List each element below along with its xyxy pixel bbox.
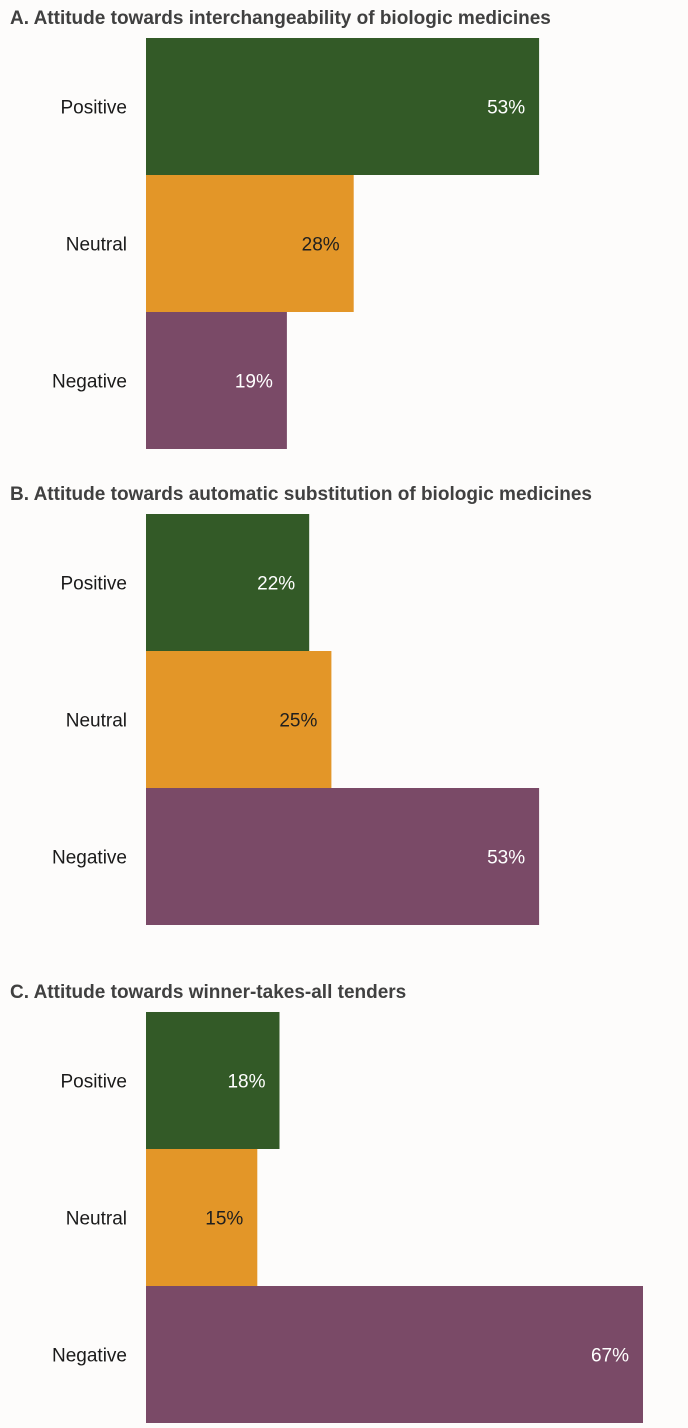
panel-a-value-label-negative: 19% [235,372,273,393]
panel-c-bar-negative [146,1286,643,1423]
panel-b-bar-positive [146,514,310,651]
panel-c-title: C. Attitude towards winner-takes-all ten… [10,982,406,1003]
panel-c: C. Attitude towards winner-takes-all ten… [10,982,643,1423]
panel-a-title: A. Attitude towards interchangeability o… [10,8,551,29]
panel-b: B. Attitude towards automatic substituti… [10,484,592,925]
panel-b-value-label-neutral: 25% [279,711,317,732]
panel-b-category-label-positive: Positive [60,574,127,595]
panel-a: A. Attitude towards interchangeability o… [10,8,551,449]
panel-a-category-label-neutral: Neutral [66,235,127,256]
panel-b-category-label-negative: Negative [52,848,127,869]
panel-a-category-label-positive: Positive [60,98,127,119]
panel-c-value-label-positive: 18% [227,1072,265,1093]
panel-a-bar-negative [146,312,287,449]
panel-b-bar-neutral [146,651,332,788]
panel-a-bar-neutral [146,175,354,312]
panel-c-bar-neutral [146,1149,258,1286]
panel-c-bar-positive [146,1012,280,1149]
panel-c-value-label-negative: 67% [591,1346,629,1367]
panel-a-category-label-negative: Negative [52,372,127,393]
panel-b-bar-negative [146,788,540,925]
panel-c-value-label-neutral: 15% [205,1209,243,1230]
panel-b-category-label-neutral: Neutral [66,711,127,732]
panel-c-category-label-negative: Negative [52,1346,127,1367]
panel-c-category-label-positive: Positive [60,1072,127,1093]
panel-a-value-label-positive: 53% [487,98,525,119]
panel-c-category-label-neutral: Neutral [66,1209,127,1230]
panel-b-title: B. Attitude towards automatic substituti… [10,484,592,505]
panel-b-value-label-positive: 22% [257,574,295,595]
panel-a-bar-positive [146,38,540,175]
panel-b-value-label-negative: 53% [487,848,525,869]
panel-a-value-label-neutral: 28% [302,235,340,256]
